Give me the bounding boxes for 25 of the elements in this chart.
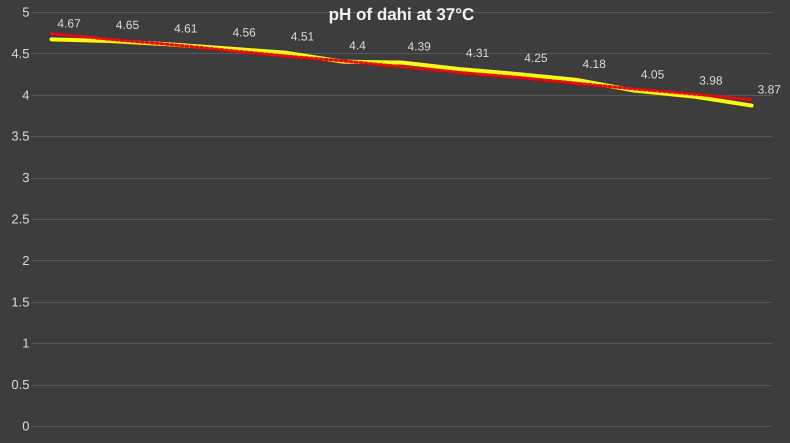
data-label: 4.25 [524,51,548,66]
y-tick-label: 2.5 [11,212,30,226]
chart-title: pH of dahi at 37°C [328,5,474,24]
data-label: 4.65 [116,18,140,32]
data-label: 4.39 [408,40,432,54]
y-tick-label: 0.5 [11,377,30,392]
y-tick-label: 2 [22,252,30,268]
data-label: 4.61 [174,21,198,36]
data-label: 3.98 [699,73,723,88]
data-label: 4.67 [57,16,82,30]
y-tick-label: 5 [22,4,30,20]
data-label: 4.56 [232,25,256,40]
y-tick-label: 3 [22,170,30,186]
y-tick-label: 4.5 [11,46,30,61]
data-label: 4.4 [349,38,366,53]
data-label: 4.31 [466,46,490,60]
y-tick-label: 1 [22,336,30,351]
data-label: 3.87 [758,82,782,97]
y-tick-label: 4 [22,87,30,102]
data-label: 4.51 [290,30,314,44]
y-tick-label: 0 [22,418,30,434]
y-tick-label: 3.5 [11,128,30,144]
data-label: 4.05 [640,68,665,82]
y-tick-label: 1.5 [11,294,30,310]
data-label: 4.18 [582,56,606,71]
